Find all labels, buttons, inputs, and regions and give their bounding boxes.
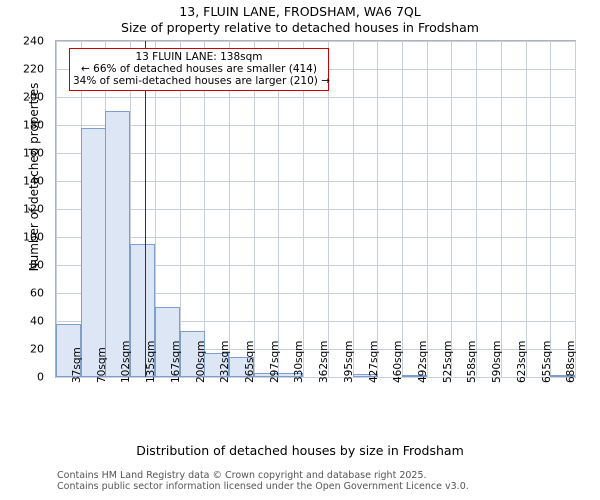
x-tick-label: 623sqm bbox=[516, 340, 529, 383]
grid-line-vertical bbox=[328, 41, 329, 377]
x-tick-label: 167sqm bbox=[170, 340, 183, 383]
property-marker-line bbox=[144, 41, 146, 377]
footer-line2: Contains public sector information licen… bbox=[57, 481, 469, 492]
bar bbox=[155, 307, 180, 377]
bar bbox=[402, 375, 427, 377]
x-tick-label: 70sqm bbox=[96, 347, 109, 383]
grid-line-vertical bbox=[402, 41, 403, 377]
grid-line-horizontal bbox=[56, 293, 575, 294]
y-tick-label: 100 bbox=[23, 230, 44, 244]
bar bbox=[229, 357, 254, 377]
y-tick-label: 240 bbox=[23, 34, 44, 48]
grid-line-vertical bbox=[130, 41, 131, 377]
bar bbox=[204, 353, 229, 377]
x-tick-label: 655sqm bbox=[541, 340, 554, 383]
bar bbox=[550, 375, 575, 377]
footer: Contains HM Land Registry data © Crown c… bbox=[57, 470, 597, 492]
y-tick-label: 20 bbox=[30, 342, 44, 356]
grid-line-horizontal bbox=[56, 349, 575, 350]
x-axis-ticks: 37sqm 70sqm 102sqm 135sqm 167sqm 200sqm 232sqm… bbox=[55, 341, 577, 433]
bar bbox=[130, 244, 155, 377]
y-tick-label: 80 bbox=[30, 258, 44, 272]
annotation-line1: 13 FLUIN LANE: 138sqm bbox=[135, 51, 263, 63]
x-tick-label: 330sqm bbox=[293, 340, 306, 383]
y-tick-label: 40 bbox=[30, 314, 44, 328]
annotation-line2: ← 66% of detached houses are smaller (41… bbox=[81, 63, 317, 75]
x-tick-label: 135sqm bbox=[145, 340, 158, 383]
annotation-box: 13 FLUIN LANE: 138sqm ← 66% of detached … bbox=[69, 48, 330, 91]
plot-area bbox=[55, 40, 576, 378]
grid-line-vertical bbox=[501, 41, 502, 377]
y-tick-label: 140 bbox=[23, 174, 44, 188]
grid-line-vertical bbox=[476, 41, 477, 377]
grid-line-horizontal bbox=[56, 41, 575, 42]
grid-line-horizontal bbox=[56, 265, 575, 266]
chart-title-line1: 13, FLUIN LANE, FRODSHAM, WA6 7QL bbox=[179, 4, 421, 19]
bar bbox=[56, 323, 81, 377]
grid-line-vertical bbox=[550, 41, 551, 377]
grid-line-vertical bbox=[229, 41, 230, 377]
grid-line-vertical bbox=[254, 41, 255, 377]
y-tick-label: 200 bbox=[23, 90, 44, 104]
y-tick-label: 220 bbox=[23, 62, 44, 76]
grid-line-horizontal bbox=[56, 181, 575, 182]
x-tick-label: 688sqm bbox=[565, 340, 578, 383]
grid-line-vertical bbox=[575, 41, 576, 377]
grid-line-vertical bbox=[526, 41, 527, 377]
grid-line-vertical bbox=[278, 41, 279, 377]
grid-line-vertical bbox=[155, 41, 156, 377]
x-axis-label: Distribution of detached houses by size … bbox=[136, 443, 464, 458]
grid-line-vertical bbox=[353, 41, 354, 377]
grid-line-vertical bbox=[204, 41, 205, 377]
x-tick-label: 460sqm bbox=[392, 340, 405, 383]
grid-line-horizontal bbox=[56, 321, 575, 322]
grid-line-vertical bbox=[377, 41, 378, 377]
x-tick-label: 590sqm bbox=[491, 340, 504, 383]
grid-line-vertical bbox=[427, 41, 428, 377]
bar bbox=[105, 111, 130, 377]
bar bbox=[81, 127, 106, 377]
footer-line1: Contains HM Land Registry data © Crown c… bbox=[57, 470, 427, 481]
y-tick-label: 60 bbox=[30, 286, 44, 300]
y-tick-label: 160 bbox=[23, 146, 44, 160]
x-tick-label: 297sqm bbox=[269, 340, 282, 383]
grid-line-horizontal bbox=[56, 237, 575, 238]
y-tick-label: 0 bbox=[37, 370, 44, 384]
grid-line-horizontal bbox=[56, 209, 575, 210]
grid-line-horizontal bbox=[56, 125, 575, 126]
x-tick-label: 362sqm bbox=[318, 340, 331, 383]
x-tick-label: 37sqm bbox=[71, 347, 84, 383]
x-tick-label: 558sqm bbox=[466, 340, 479, 383]
y-tick-label: 180 bbox=[23, 118, 44, 132]
x-tick-label: 525sqm bbox=[442, 340, 455, 383]
chart-title-line2: Size of property relative to detached ho… bbox=[121, 20, 479, 35]
grid-line-vertical bbox=[180, 41, 181, 377]
y-axis-ticks: 0 20 40 60 80 100 120 140 160 180 200 220 240 bbox=[0, 35, 50, 384]
y-tick-label: 120 bbox=[23, 202, 44, 216]
grid-line-vertical bbox=[303, 41, 304, 377]
annotation-line3: 34% of semi-detached houses are larger (… bbox=[73, 75, 330, 87]
bar bbox=[353, 374, 378, 377]
x-tick-label: 492sqm bbox=[417, 340, 430, 383]
grid-line-horizontal bbox=[56, 97, 575, 98]
x-tick-label: 102sqm bbox=[120, 340, 133, 383]
x-tick-label: 232sqm bbox=[219, 340, 232, 383]
bar bbox=[278, 372, 303, 377]
grid-line-vertical bbox=[56, 41, 57, 377]
x-tick-label: 395sqm bbox=[343, 340, 356, 383]
x-tick-label: 427sqm bbox=[368, 340, 381, 383]
x-tick-label: 200sqm bbox=[195, 340, 208, 383]
grid-line-horizontal bbox=[56, 153, 575, 154]
grid-line-vertical bbox=[451, 41, 452, 377]
y-axis-label: Number of detached properties bbox=[27, 82, 41, 272]
x-tick-label: 265sqm bbox=[244, 340, 257, 383]
grid-line-horizontal bbox=[56, 377, 575, 378]
